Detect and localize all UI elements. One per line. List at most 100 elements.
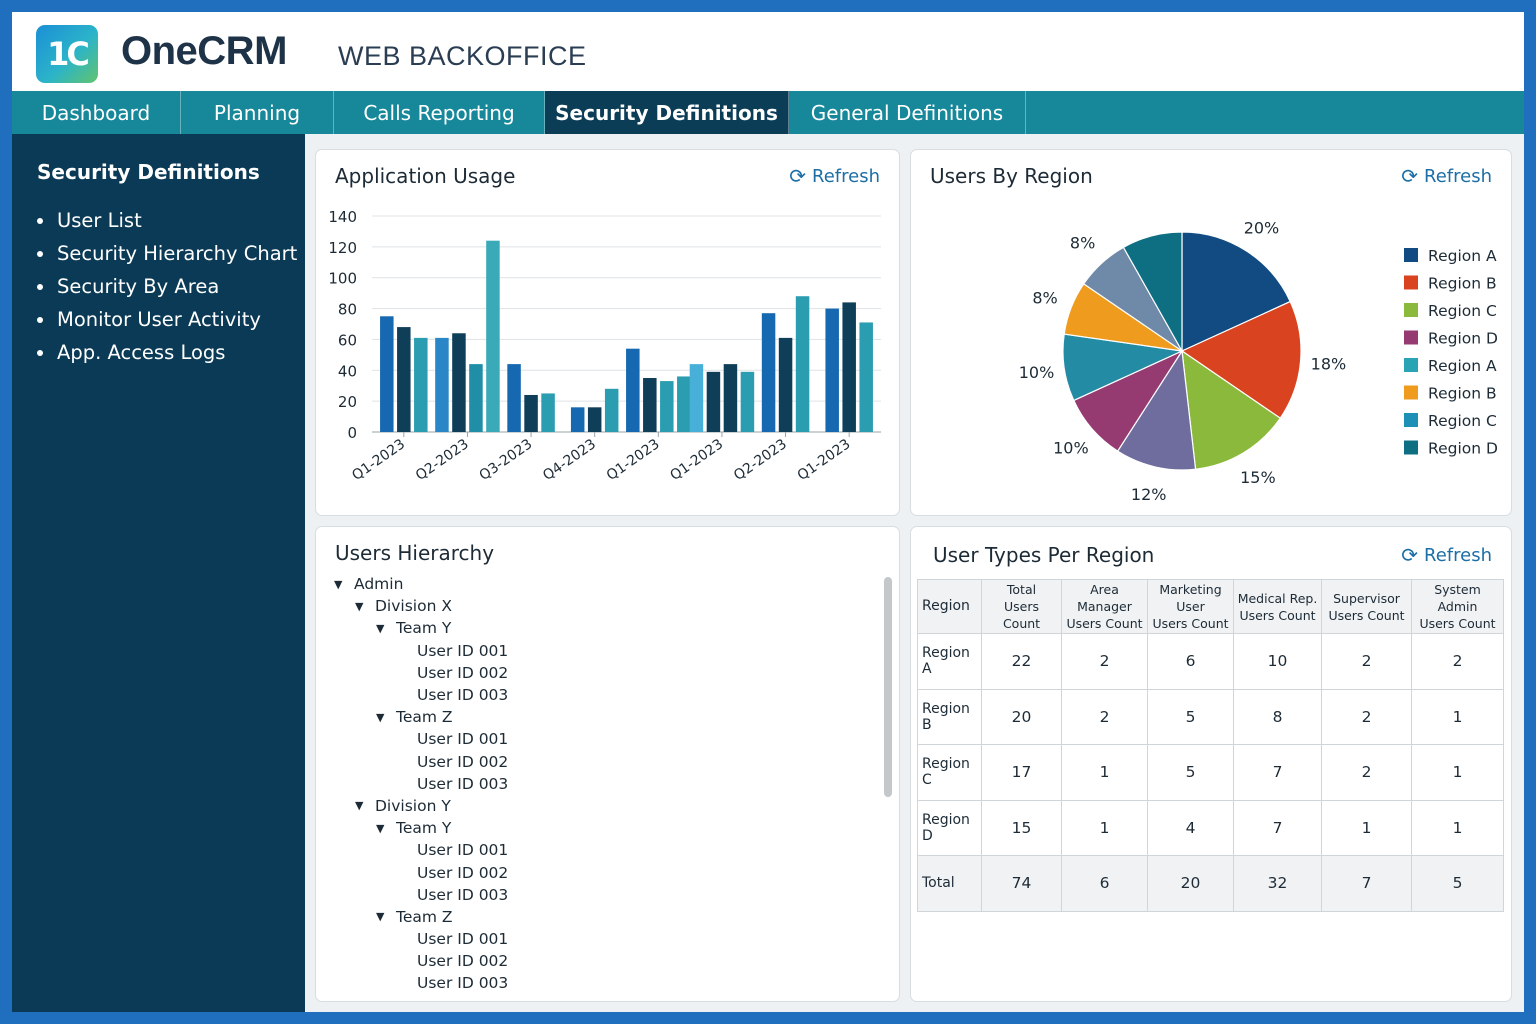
tree-user-node[interactable]: User ID 002 <box>334 662 874 684</box>
bullet-icon <box>37 349 43 356</box>
tree-user-node[interactable]: User ID 001 <box>334 839 874 861</box>
bar <box>604 388 619 432</box>
legend-swatch <box>1404 303 1418 317</box>
tree-group-node[interactable]: ▼ Team Y <box>334 617 874 639</box>
tree-user-node[interactable]: User ID 001 <box>334 928 874 950</box>
table-cell: 2 <box>1321 633 1412 690</box>
bullet-icon <box>37 316 43 323</box>
x-tick-label: Q1-2023 <box>667 436 726 484</box>
triangle-down-icon[interactable]: ▼ <box>376 821 385 835</box>
table-cell: Total <box>917 855 982 912</box>
y-tick-label: 20 <box>338 393 357 411</box>
sidebar-item-label: Security Hierarchy Chart <box>57 242 298 265</box>
sidebar-item-app-access-logs[interactable]: App. Access Logs <box>37 336 297 369</box>
bar <box>706 371 721 432</box>
tab-calls-reporting[interactable]: Calls Reporting <box>334 91 545 134</box>
tree-group-node[interactable]: ▼ Team Z <box>334 906 874 928</box>
tree-node-label: Team Z <box>396 907 453 926</box>
sidebar-title: Security Definitions <box>37 160 260 184</box>
tab-security-definitions[interactable]: Security Definitions <box>545 91 789 134</box>
y-tick-label: 100 <box>328 270 357 288</box>
card-title: Application Usage <box>335 164 516 188</box>
sidebar-item-security-hierarchy-chart[interactable]: Security Hierarchy Chart <box>37 237 297 270</box>
tab-general-definitions[interactable]: General Definitions <box>789 91 1026 134</box>
bar <box>689 364 704 432</box>
tree-user-node[interactable]: User ID 003 <box>334 773 874 795</box>
tree-node-label: User ID 002 <box>417 952 509 971</box>
tree-scrollbar[interactable] <box>884 577 892 797</box>
y-tick-label: 120 <box>328 239 357 257</box>
tree-user-node[interactable]: User ID 001 <box>334 640 874 662</box>
x-tick-label: Q3-2023 <box>477 436 536 484</box>
table-cell: 2 <box>1321 688 1412 745</box>
bar <box>740 371 755 432</box>
sidebar-item-security-by-area[interactable]: Security By Area <box>37 270 297 303</box>
y-tick-label: 60 <box>338 331 357 349</box>
tree-user-node[interactable]: User ID 002 <box>334 751 874 773</box>
refresh-icon: ⟳ <box>1401 543 1419 567</box>
tree-user-node[interactable]: User ID 003 <box>334 972 874 994</box>
triangle-down-icon[interactable]: ▼ <box>334 577 343 591</box>
legend-swatch <box>1404 440 1418 455</box>
tree-user-node[interactable]: User ID 002 <box>334 950 874 972</box>
bar <box>723 364 738 432</box>
legend-label: Region B <box>1428 385 1497 403</box>
tree-user-node[interactable]: User ID 002 <box>334 861 874 883</box>
tree-node-label: User ID 002 <box>417 663 509 682</box>
pie-percent-label: 18% <box>1311 355 1347 374</box>
tree-group-node[interactable]: ▼ Division Y <box>334 795 874 817</box>
triangle-down-icon[interactable]: ▼ <box>376 710 385 724</box>
refresh-icon: ⟳ <box>789 164 807 188</box>
table-row: Region C 17 1 5 7 2 1 <box>917 744 1504 801</box>
table-row: Region A 22 2 6 10 2 2 <box>917 633 1504 690</box>
table-row: Total 74 6 20 32 7 5 <box>917 855 1504 912</box>
triangle-down-icon[interactable]: ▼ <box>376 910 385 924</box>
pie-slice <box>1116 349 1197 471</box>
triangle-down-icon[interactable]: ▼ <box>355 799 364 813</box>
tree-node-label: User ID 003 <box>417 686 509 705</box>
column-header: Total Users Count <box>981 579 1062 634</box>
tab-planning[interactable]: Planning <box>181 91 334 134</box>
tab-dashboard[interactable]: Dashboard <box>12 91 181 134</box>
table-cell: 5 <box>1147 688 1234 745</box>
column-header-line: System Admin <box>1434 582 1481 614</box>
sidebar-item-monitor-user-activity[interactable]: Monitor User Activity <box>37 303 297 336</box>
refresh-button[interactable]: ⟳ Refresh <box>1401 164 1492 188</box>
tree-node-label: User ID 002 <box>417 752 509 771</box>
sidebar-item-user-list[interactable]: User List <box>37 204 297 237</box>
table-cell: 1 <box>1061 744 1148 801</box>
bar <box>570 407 585 432</box>
bar <box>507 364 521 432</box>
pie-percent-label: 10% <box>1019 363 1055 382</box>
dashboard-main: Application Usage ⟳ Refresh 0 20 40 60 80 100… <box>305 134 1524 1012</box>
refresh-button[interactable]: ⟳ Refresh <box>1401 543 1492 567</box>
triangle-down-icon[interactable]: ▼ <box>376 621 385 635</box>
pie-percent-label: 8% <box>1032 289 1057 308</box>
tree-user-node[interactable]: User ID 001 <box>334 728 874 750</box>
sidebar-menu: User List Security Hierarchy Chart Secur… <box>37 204 297 369</box>
tree-group-node[interactable]: ▼ Division X <box>334 595 874 617</box>
table-cell: 5 <box>1411 855 1504 912</box>
table-cell: 6 <box>1061 855 1148 912</box>
triangle-down-icon[interactable]: ▼ <box>355 599 364 613</box>
table-row: Region D 15 1 4 7 1 1 <box>917 799 1504 856</box>
x-tick-label: Q1-2023 <box>349 436 408 484</box>
table-cell: 20 <box>1147 855 1234 912</box>
column-header: Supervisor Users Count <box>1321 579 1412 634</box>
sidebar-item-label: Monitor User Activity <box>57 308 261 331</box>
tree-user-node[interactable]: User ID 003 <box>334 684 874 706</box>
card-title: User Types Per Region <box>933 543 1155 567</box>
tree-user-node[interactable]: User ID 003 <box>334 884 874 906</box>
tree-group-node[interactable]: ▼ Team Y <box>334 817 874 839</box>
column-header-line: Users Count <box>1328 607 1405 623</box>
table-cell: 1 <box>1321 799 1412 856</box>
bar <box>859 322 873 432</box>
refresh-button[interactable]: ⟳ Refresh <box>789 164 880 188</box>
column-header-line: Total <box>1006 582 1037 597</box>
column-header: Region <box>917 579 982 634</box>
tree-group-node[interactable]: ▼ Team Z <box>334 706 874 728</box>
tree-node-label: Team Z <box>396 708 453 727</box>
legend-label: Region D <box>1428 440 1498 458</box>
column-header-line: Users Count <box>1066 616 1143 631</box>
tree-group-node[interactable]: ▼ Admin <box>334 573 874 595</box>
